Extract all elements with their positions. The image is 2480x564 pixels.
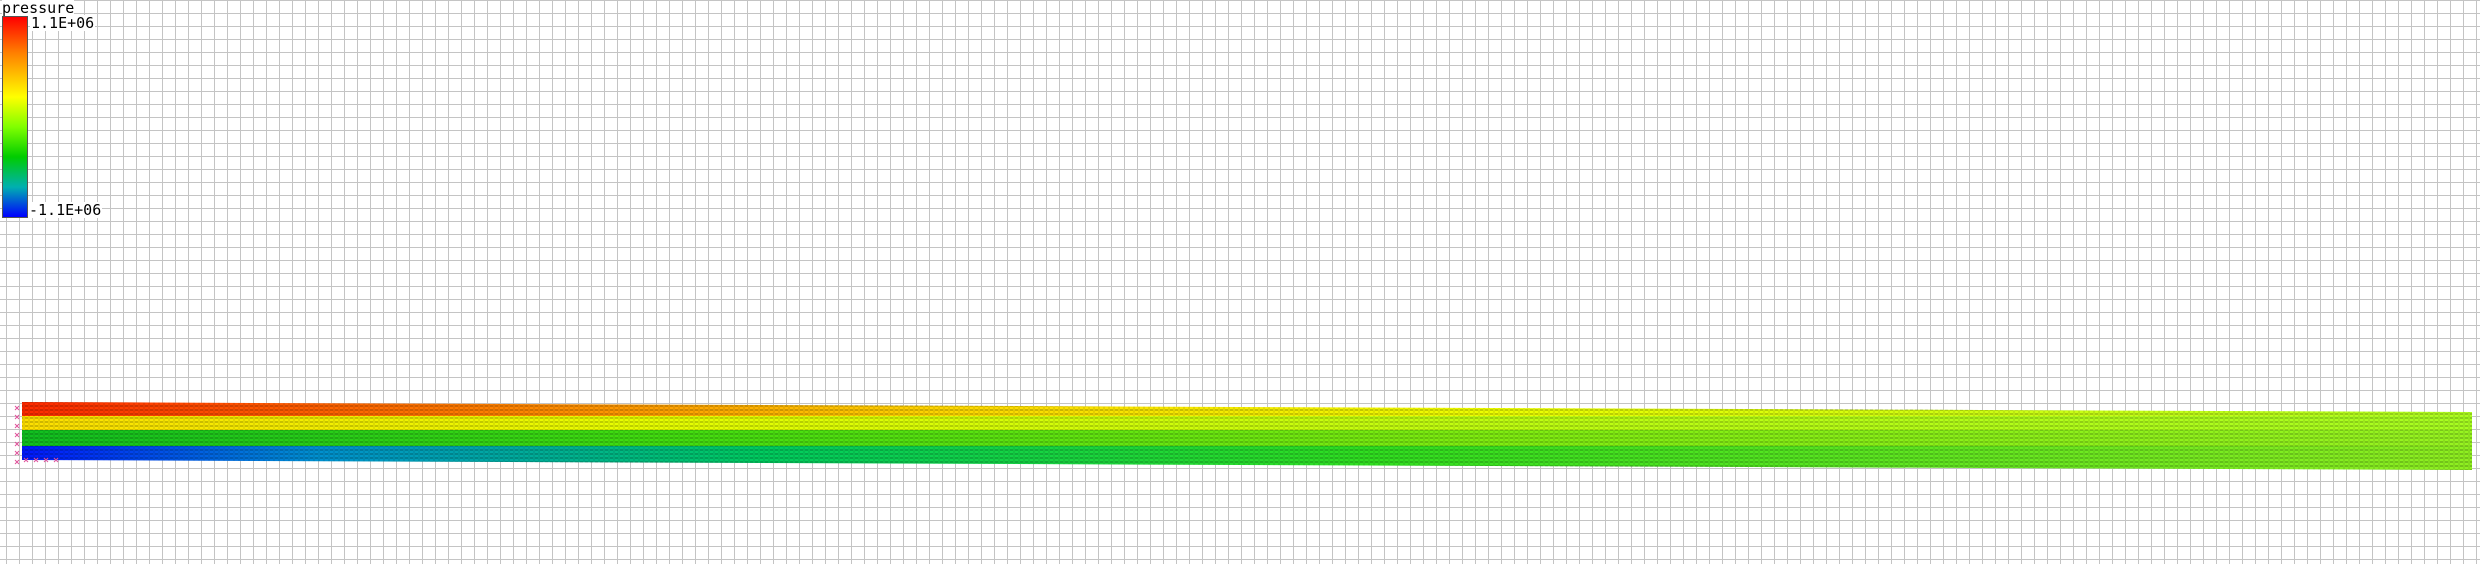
inlet-node-marker: [23, 457, 29, 463]
inlet-node-marker: [33, 457, 39, 463]
inlet-node-marker: [43, 457, 49, 463]
inlet-node-marker: [14, 450, 20, 456]
inlet-node-marker: [14, 459, 20, 465]
legend-title: pressure: [2, 0, 75, 17]
inlet-node-marker: [14, 423, 20, 429]
colorbar-min-label: -1.1E+06: [28, 201, 103, 219]
inlet-node-marker: [14, 432, 20, 438]
inlet-node-markers: [14, 405, 59, 465]
inlet-node-marker: [14, 441, 20, 447]
colorbar-max-label: 1.1E+06: [30, 14, 96, 32]
colorbar: [2, 16, 28, 218]
flow-channel-field: [22, 402, 2472, 470]
inlet-node-marker: [53, 457, 59, 463]
inlet-node-marker: [14, 414, 20, 420]
inlet-node-marker: [14, 405, 20, 411]
